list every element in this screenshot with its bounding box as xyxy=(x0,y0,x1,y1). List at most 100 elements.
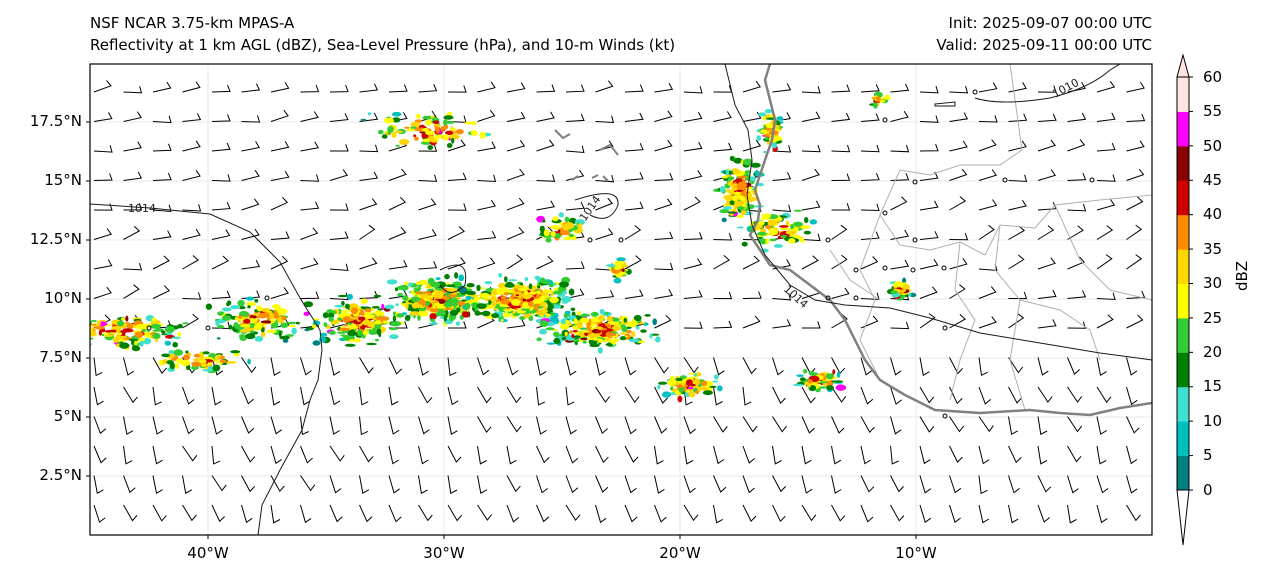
echo-cell xyxy=(447,298,458,302)
wind-barb xyxy=(329,292,349,301)
echo-cell xyxy=(395,144,400,147)
wind-barb xyxy=(890,196,908,211)
echo-cell xyxy=(179,358,183,364)
echo-cell xyxy=(688,372,695,375)
echo-cell xyxy=(652,318,657,326)
echo-cell xyxy=(155,328,164,332)
colorbar-bin xyxy=(1177,455,1189,491)
wind-barb xyxy=(683,141,703,152)
wind-barb xyxy=(418,84,438,93)
wind-barb xyxy=(447,226,465,240)
echo-cell xyxy=(901,284,910,290)
wind-barb xyxy=(1126,314,1144,329)
wind-barb xyxy=(831,144,851,153)
wind-barb xyxy=(241,445,256,463)
echo-cell xyxy=(134,331,144,339)
echo-cell xyxy=(480,292,490,299)
wind-barb xyxy=(595,228,614,240)
wind-barb xyxy=(418,174,438,182)
wind-barb xyxy=(1067,475,1079,494)
echo-cell xyxy=(323,322,328,328)
wind-barb xyxy=(152,475,163,494)
echo-cell xyxy=(543,305,548,310)
echo-cell xyxy=(551,224,560,229)
echo-cell xyxy=(454,272,459,279)
echo-cell xyxy=(466,283,475,288)
wind-barb xyxy=(388,416,400,435)
echo-cell xyxy=(61,328,71,331)
echo-cell xyxy=(68,325,78,327)
echo-cell xyxy=(404,314,411,322)
wind-barb xyxy=(831,224,848,240)
wind-barb xyxy=(182,416,195,435)
wind-barb xyxy=(300,357,312,376)
echo-cell xyxy=(900,295,906,298)
wind-barb xyxy=(1067,445,1082,463)
echo-cell xyxy=(125,315,129,322)
echo-cell xyxy=(484,281,493,285)
echo-cell xyxy=(758,220,765,226)
echo-cell xyxy=(560,296,572,303)
echo-cell xyxy=(676,384,683,388)
wind-barb xyxy=(388,357,403,375)
wind-barb xyxy=(506,534,508,535)
echo-cell xyxy=(520,308,530,311)
colorbar-bin xyxy=(1177,145,1189,181)
echo-cell xyxy=(207,366,213,372)
echo-cell xyxy=(781,234,787,238)
wind-barb xyxy=(211,84,231,93)
wind-barb xyxy=(536,475,548,494)
echo-cell xyxy=(404,281,409,286)
wind-barb xyxy=(270,255,289,270)
echo-cell xyxy=(553,337,561,345)
wind-barb xyxy=(890,259,910,270)
echo-cell xyxy=(131,345,141,352)
wind-barb xyxy=(388,534,390,535)
colorbar-bin xyxy=(1177,77,1189,112)
echo-cell xyxy=(754,170,760,175)
wind-barb xyxy=(919,357,930,376)
wind-barb xyxy=(152,143,172,152)
wind-barb xyxy=(241,141,260,152)
wind-barb xyxy=(624,225,642,240)
echo-cell xyxy=(398,139,410,145)
echo-cell xyxy=(722,206,733,210)
wind-barb xyxy=(713,504,723,524)
echo-cell xyxy=(675,377,683,381)
echo-cell xyxy=(117,335,127,339)
echo-cell xyxy=(238,306,246,310)
echo-cell xyxy=(374,311,385,316)
echo-cell xyxy=(558,281,570,288)
echo-cell xyxy=(183,354,190,361)
echo-cell xyxy=(328,330,336,335)
colorbar-tick-label: 45 xyxy=(1203,171,1223,189)
echo-cell xyxy=(760,129,768,134)
echo-cell xyxy=(405,303,409,310)
echo-cell xyxy=(96,320,101,327)
wind-barb xyxy=(683,445,694,465)
echo-cell xyxy=(350,329,356,334)
wind-barb xyxy=(1037,113,1057,122)
wind-barb xyxy=(1096,357,1107,376)
wind-barb xyxy=(565,475,579,494)
wind-barb xyxy=(1037,416,1048,436)
wind-barb xyxy=(329,113,349,122)
echo-cell xyxy=(252,315,257,319)
wind-barb xyxy=(152,115,172,124)
wind-barb xyxy=(919,231,939,240)
wind-barb xyxy=(1096,386,1112,404)
wind-barb xyxy=(860,113,880,122)
echo-cell xyxy=(392,315,397,322)
echo-cell xyxy=(160,330,166,334)
echo-cell xyxy=(337,294,348,298)
wind-barb xyxy=(1126,386,1138,406)
wind-barb xyxy=(1067,256,1085,270)
echo-cell xyxy=(498,273,503,278)
echo-cell xyxy=(524,277,529,281)
echo-cell xyxy=(367,112,372,116)
wind-barb xyxy=(654,289,673,299)
echo-cell xyxy=(599,308,605,315)
echo-cell xyxy=(268,313,275,320)
echo-cell xyxy=(90,337,94,340)
